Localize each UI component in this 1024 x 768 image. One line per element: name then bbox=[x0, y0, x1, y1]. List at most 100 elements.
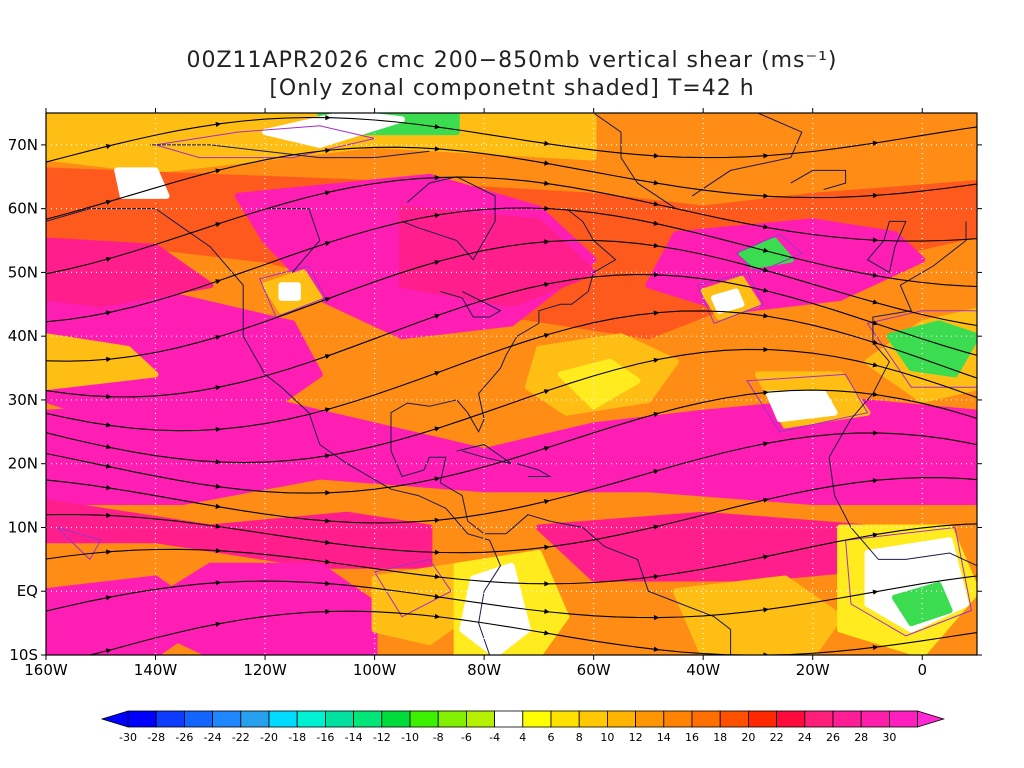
colorbar-label: -16 bbox=[316, 731, 334, 744]
colorbar-swatch bbox=[127, 710, 157, 728]
streamline-arrow bbox=[434, 259, 441, 265]
streamline-arrow bbox=[434, 517, 441, 523]
colorbar-label: 16 bbox=[685, 731, 699, 744]
colorbar-swatch bbox=[212, 710, 242, 728]
streamline-arrow bbox=[763, 607, 769, 613]
streamline-arrow bbox=[434, 573, 441, 580]
streamline-arrow bbox=[325, 518, 331, 524]
lat-label: 50N bbox=[8, 263, 38, 281]
streamline-arrow bbox=[325, 115, 331, 121]
lat-label: EQ bbox=[17, 582, 38, 600]
streamline-arrow bbox=[434, 370, 441, 376]
streamline bbox=[46, 239, 977, 362]
lon-label: 80W bbox=[467, 661, 501, 679]
shear-region bbox=[459, 562, 531, 655]
lon-label: 120W bbox=[243, 661, 287, 679]
shear-region bbox=[738, 237, 794, 269]
colorbar-swatch bbox=[437, 710, 467, 728]
streamline-arrow bbox=[653, 357, 660, 363]
colorbar-swatch bbox=[889, 710, 919, 728]
streamline-arrow bbox=[543, 446, 550, 452]
streamline-arrow bbox=[873, 430, 879, 436]
streamline bbox=[46, 207, 977, 323]
shear-shading bbox=[46, 113, 977, 655]
coastline bbox=[401, 176, 496, 261]
map-title-line-2: [Only zonal componetnt shaded] T=42 h bbox=[269, 76, 755, 101]
streamline-arrow bbox=[763, 153, 769, 159]
lat-label: 60N bbox=[8, 200, 38, 218]
streamline-arrow bbox=[653, 180, 660, 186]
shear-region bbox=[765, 390, 838, 423]
coastline bbox=[828, 457, 977, 567]
colorbar-label: 10 bbox=[600, 731, 614, 744]
colorbar-swatch bbox=[522, 710, 552, 728]
lon-label: 0 bbox=[917, 661, 927, 679]
streamline-arrow bbox=[544, 239, 550, 245]
streamline bbox=[46, 610, 977, 655]
streamline-arrow bbox=[544, 608, 550, 614]
shear-region bbox=[46, 396, 977, 505]
shear-region bbox=[46, 269, 323, 429]
colorbar-swatch bbox=[860, 710, 890, 728]
colorbar-label: -20 bbox=[260, 731, 278, 744]
streamline-arrow bbox=[324, 354, 331, 360]
colorbar-label: -28 bbox=[147, 731, 165, 744]
streamline-arrow bbox=[215, 459, 222, 465]
streamline-arrow bbox=[106, 512, 112, 519]
streamline-arrow bbox=[763, 193, 769, 199]
streamline-arrow bbox=[543, 389, 550, 395]
streamline-arrow bbox=[763, 346, 769, 353]
streamline-arrow bbox=[653, 574, 660, 580]
shear-region bbox=[114, 167, 170, 199]
streamline-arrow bbox=[215, 168, 222, 174]
streamline-arrow bbox=[434, 549, 441, 555]
streamline-arrow bbox=[434, 146, 441, 152]
streamline-arrow bbox=[434, 124, 441, 130]
lat-label: 20N bbox=[8, 455, 38, 473]
streamline-arrow bbox=[215, 279, 222, 285]
streamline-arrow bbox=[763, 313, 769, 319]
coastline bbox=[592, 113, 803, 210]
streamline-arrow bbox=[105, 199, 112, 205]
colorbar-label: -8 bbox=[433, 731, 444, 744]
streamline bbox=[46, 523, 977, 585]
shear-region bbox=[672, 575, 844, 655]
colorbar-label: 22 bbox=[770, 731, 784, 744]
coastline bbox=[440, 291, 502, 318]
colorbar-label: 28 bbox=[854, 731, 868, 744]
shear-contour bbox=[746, 373, 869, 433]
lon-label: 60W bbox=[577, 661, 611, 679]
streamline-arrow bbox=[653, 272, 660, 278]
streamline-arrow bbox=[105, 444, 112, 450]
streamline-arrow bbox=[762, 267, 769, 273]
lon-label: 140W bbox=[134, 661, 178, 679]
streamline-arrow bbox=[105, 595, 112, 601]
colorbar-swatch bbox=[776, 710, 806, 728]
shear-region bbox=[46, 575, 214, 655]
colorbar-swatch bbox=[381, 710, 411, 728]
streamline-arrow bbox=[544, 630, 550, 636]
streamline-arrow bbox=[434, 175, 441, 181]
streamline-arrow bbox=[872, 140, 879, 146]
lon-label: 100W bbox=[353, 661, 397, 679]
streamline-arrow bbox=[215, 385, 222, 391]
streamline-arrow bbox=[434, 613, 441, 620]
colorbar-swatch bbox=[578, 710, 608, 728]
streamline-arrow bbox=[324, 190, 331, 196]
streamline bbox=[46, 273, 977, 398]
streamline-arrow bbox=[325, 148, 331, 154]
colorbar-label: -22 bbox=[232, 731, 250, 744]
colorbar-label: 6 bbox=[548, 731, 555, 744]
lat-label: 10N bbox=[8, 518, 38, 536]
streamline-arrow bbox=[215, 483, 222, 489]
streamline-arrow bbox=[325, 539, 331, 545]
coastline bbox=[46, 208, 502, 655]
streamline-arrow bbox=[324, 297, 331, 303]
gridlines bbox=[46, 113, 977, 655]
streamline-arrow bbox=[653, 411, 660, 418]
colorbar-swatch bbox=[183, 710, 213, 728]
streamline-arrow bbox=[106, 549, 112, 555]
streamline-arrow bbox=[653, 614, 660, 621]
streamline-arrow bbox=[872, 478, 879, 484]
streamline-arrow bbox=[215, 121, 222, 127]
